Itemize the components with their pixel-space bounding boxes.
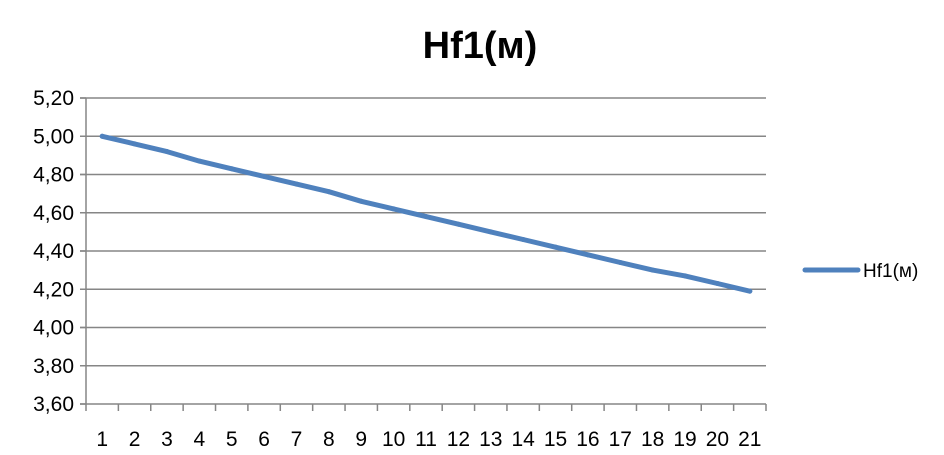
- x-tick-label: 18: [641, 428, 664, 450]
- y-tick-label: 4,40: [33, 240, 74, 263]
- data-point: [326, 189, 332, 195]
- x-tick-label: 14: [511, 428, 535, 450]
- y-tick-label: 4,00: [33, 317, 74, 340]
- x-tick-label: 7: [291, 428, 303, 450]
- legend: Hf1(м): [802, 261, 918, 282]
- x-tick-label: 15: [544, 428, 567, 450]
- axes: [80, 97, 767, 411]
- x-tick-label: 3: [161, 428, 173, 450]
- x-tick-label: 8: [323, 428, 335, 450]
- data-point: [164, 149, 170, 155]
- data-point: [132, 141, 138, 147]
- data-point: [553, 244, 559, 250]
- data-point: [196, 158, 202, 164]
- data-point: [650, 267, 656, 273]
- x-axis-tick-labels: 1 2 3 4 5 6 7 8 9 10 11 12 13 14 15 16 17 18 19 20 21: [96, 428, 761, 451]
- data-point: [391, 206, 397, 212]
- x-tick-label: 17: [609, 428, 632, 450]
- data-point: [682, 273, 688, 279]
- y-axis-tick-labels: 3,60 3,80 4,00 4,20 4,40 4,60 4,80 5,00 5,20: [33, 87, 74, 416]
- x-tick-label: 16: [576, 428, 599, 450]
- gridlines: [80, 97, 766, 367]
- data-point: [488, 229, 494, 235]
- data-point: [229, 166, 235, 172]
- x-tick-label: 13: [479, 428, 502, 450]
- x-tick-label: 12: [447, 428, 470, 450]
- series-lines: [99, 133, 753, 294]
- legend-label: Hf1(м): [863, 261, 918, 282]
- data-point: [261, 173, 267, 179]
- x-tick-label: 2: [129, 428, 141, 450]
- data-point: [423, 214, 429, 220]
- x-tick-label: 5: [226, 428, 238, 450]
- data-point: [293, 181, 299, 187]
- data-point: [617, 259, 623, 265]
- x-tick-label: 19: [673, 428, 696, 450]
- data-point: [358, 198, 364, 204]
- x-tick-label: 1: [96, 428, 108, 450]
- x-tick-label: 20: [706, 428, 729, 450]
- data-point: [99, 133, 105, 139]
- x-tick-label: 11: [415, 428, 437, 450]
- y-tick-label: 5,00: [33, 125, 74, 148]
- data-point: [714, 281, 720, 287]
- data-point: [747, 288, 753, 294]
- x-tick-label: 9: [355, 428, 367, 450]
- y-tick-label: 4,20: [33, 278, 74, 301]
- x-tick-label: 6: [258, 428, 270, 450]
- chart-title: Hf1(м): [423, 25, 538, 67]
- data-point: [520, 237, 526, 243]
- y-tick-label: 5,20: [33, 87, 74, 110]
- x-tick-label: 4: [193, 428, 205, 450]
- x-tick-label: 21: [738, 428, 761, 450]
- data-point: [585, 252, 591, 258]
- x-tick-label: 10: [382, 428, 405, 450]
- y-tick-label: 3,60: [33, 393, 74, 416]
- y-tick-label: 4,80: [33, 164, 74, 187]
- y-tick-label: 3,80: [33, 355, 74, 378]
- y-tick-label: 4,60: [33, 202, 74, 225]
- data-point: [455, 221, 461, 227]
